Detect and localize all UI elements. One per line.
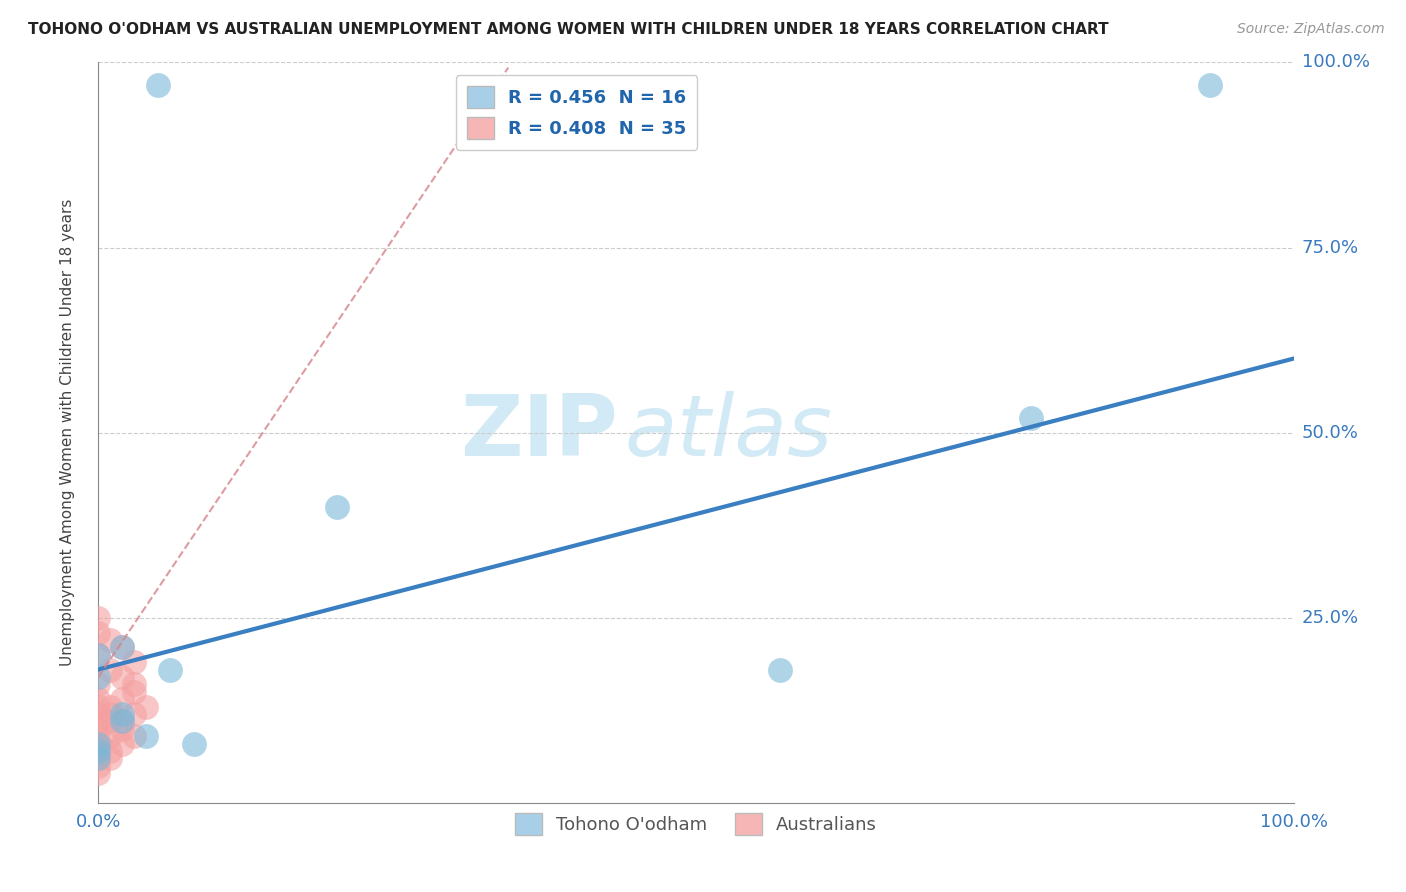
Point [87, 737, 110, 751]
Point [1199, 78, 1222, 92]
Point [98, 714, 122, 729]
Point [111, 692, 134, 706]
Point [183, 737, 205, 751]
Text: 100.0%: 100.0% [1302, 54, 1369, 71]
Point [87, 737, 110, 751]
Point [98, 751, 122, 765]
Point [768, 663, 790, 677]
Point [124, 655, 146, 669]
Text: Source: ZipAtlas.com: Source: ZipAtlas.com [1237, 22, 1385, 37]
Text: TOHONO O'ODHAM VS AUSTRALIAN UNEMPLOYMENT AMONG WOMEN WITH CHILDREN UNDER 18 YEA: TOHONO O'ODHAM VS AUSTRALIAN UNEMPLOYMEN… [28, 22, 1109, 37]
Point [111, 714, 134, 729]
Point [87, 625, 110, 640]
Point [87, 766, 110, 780]
Point [87, 758, 110, 772]
Point [98, 706, 122, 721]
Point [87, 610, 110, 624]
Point [87, 722, 110, 736]
Point [87, 744, 110, 758]
Point [87, 751, 110, 765]
Point [87, 692, 110, 706]
Point [87, 677, 110, 691]
Point [87, 714, 110, 729]
Point [111, 706, 134, 721]
Text: ZIP: ZIP [461, 391, 619, 475]
Point [111, 714, 134, 729]
Point [135, 729, 157, 743]
Point [87, 744, 110, 758]
Point [111, 640, 134, 655]
Point [87, 699, 110, 714]
Point [326, 500, 349, 514]
Point [87, 648, 110, 662]
Point [111, 737, 134, 751]
Point [159, 663, 181, 677]
Point [124, 729, 146, 743]
Point [98, 729, 122, 743]
Point [124, 706, 146, 721]
Point [98, 699, 122, 714]
Point [124, 677, 146, 691]
Y-axis label: Unemployment Among Women with Children Under 18 years: Unemployment Among Women with Children U… [60, 199, 75, 666]
Point [1019, 410, 1042, 425]
Text: 50.0%: 50.0% [1302, 424, 1358, 442]
Point [87, 648, 110, 662]
Text: 75.0%: 75.0% [1302, 238, 1360, 257]
Point [87, 751, 110, 765]
Text: 25.0%: 25.0% [1302, 608, 1360, 627]
Point [87, 706, 110, 721]
Point [124, 685, 146, 699]
Text: atlas: atlas [624, 391, 832, 475]
Point [98, 632, 122, 647]
Point [98, 663, 122, 677]
Legend: Tohono O'odham, Australians: Tohono O'odham, Australians [508, 805, 884, 842]
Point [111, 640, 134, 655]
Point [111, 722, 134, 736]
Point [111, 670, 134, 684]
Point [87, 729, 110, 743]
Point [98, 744, 122, 758]
Point [87, 670, 110, 684]
Point [135, 699, 157, 714]
Point [148, 78, 170, 92]
